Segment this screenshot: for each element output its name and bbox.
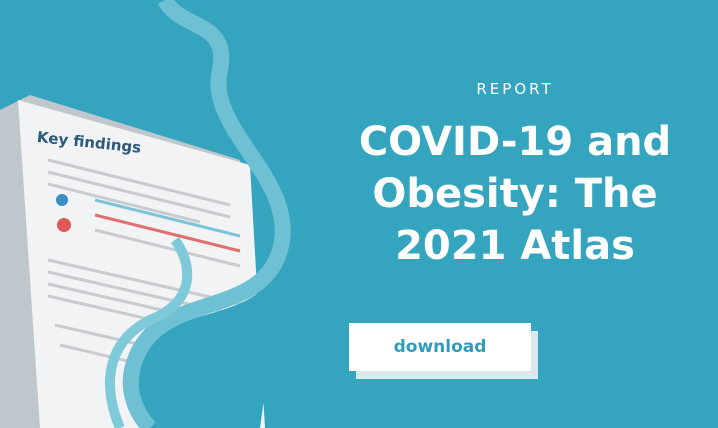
blob-outline xyxy=(122,0,291,428)
blob-inner xyxy=(105,237,193,428)
download-button[interactable]: download xyxy=(349,323,531,371)
report-label: REPORT xyxy=(476,80,554,98)
blob-fill xyxy=(135,0,320,428)
report-title: COVID-19 and Obesity: The 2021 Atlas xyxy=(358,119,672,269)
